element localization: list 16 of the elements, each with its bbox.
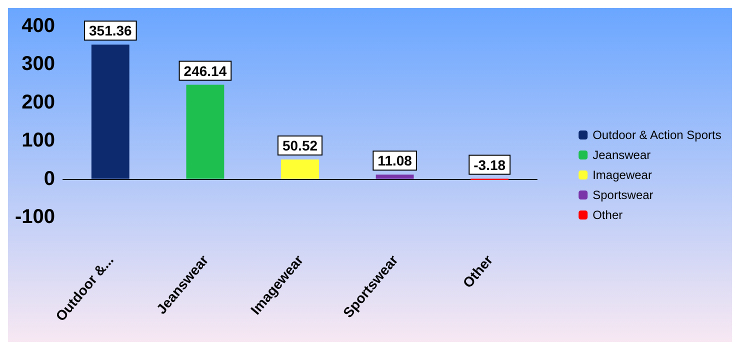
legend-label: Other [592, 208, 623, 222]
y-tick-label: 100 [22, 130, 55, 152]
data-label: 351.36 [88, 22, 132, 39]
y-tick-label: 0 [44, 168, 55, 190]
legend-label: Imagewear [592, 168, 652, 182]
y-tick-label: -100 [14, 206, 55, 228]
data-label: 50.52 [282, 138, 318, 154]
data-label: 246.14 [184, 62, 227, 79]
legend-label: Outdoor & Action Sports [592, 128, 722, 142]
y-tick-label: 400 [22, 15, 55, 37]
y-tick-label: 200 [22, 91, 55, 114]
data-label: -3.18 [474, 156, 506, 173]
data-label: 11.08 [378, 152, 412, 169]
legend-label: Jeanswear [592, 148, 651, 162]
legend-label: Sportswear [592, 188, 654, 202]
y-tick-label: 300 [22, 53, 55, 76]
